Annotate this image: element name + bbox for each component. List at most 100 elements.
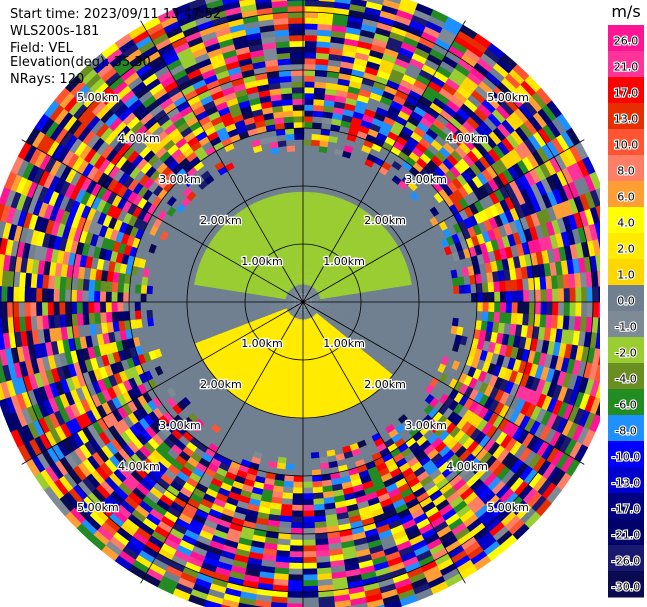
range-gate [483,194,496,209]
range-gate [447,286,455,296]
range-gate [316,45,332,55]
range-gate [426,106,442,120]
range-gate [303,0,321,1]
range-gate [433,69,451,85]
range-gate [447,309,455,319]
range-gate [452,111,469,127]
range-gate [514,190,528,207]
range-gate [354,292,362,297]
range-gate [306,260,310,268]
range-gate [303,10,321,19]
range-gate [373,111,388,123]
range-gate [396,8,416,22]
range-gate [497,81,515,99]
range-gate [348,293,357,298]
range-gate [494,291,502,304]
range-gate [363,138,376,149]
range-gate [452,309,461,320]
range-gate [315,238,321,247]
range-gate [309,255,314,263]
range-gate [546,140,562,159]
range-gate [315,284,322,291]
range-gate [463,217,475,231]
range-gate [442,103,459,119]
range-gate [540,222,552,240]
range-gate [445,16,466,32]
range-gate [323,286,330,292]
range-gate [307,266,311,274]
range-gate [383,306,392,312]
range-gate [395,302,403,308]
range-gate [432,118,448,132]
range-gate [476,171,490,187]
range-gate [308,302,316,305]
range-gate [389,306,397,313]
range-gate [438,86,456,102]
range-gate [314,275,320,283]
range-gate [509,193,522,210]
range-gate [473,199,486,214]
range-gate [315,285,323,292]
range-gate [411,51,429,66]
range-gate [503,96,521,114]
range-gate [305,283,308,291]
range-gate [309,173,318,181]
range-gate [541,208,553,225]
range-gate [557,302,566,318]
range-gate [360,22,379,34]
range-gate [419,116,435,130]
range-gate [509,147,524,165]
range-gate [578,176,592,196]
range-gate [413,295,421,303]
range-gate [551,137,567,156]
range-gate [423,111,438,125]
range-gate [336,309,344,314]
range-gate [311,138,322,147]
range-gate [463,205,476,219]
range-gate [325,305,333,309]
range-gate [495,104,513,122]
range-gate [452,222,464,235]
range-gate [589,171,600,192]
range-gate [381,52,399,65]
range-gate [392,62,409,75]
range-gate [313,293,321,298]
range-gate [523,290,531,304]
range-gate [406,24,426,38]
range-gate [468,202,481,217]
range-gate [562,199,576,218]
range-gate [423,281,432,291]
range-gate [313,197,321,205]
range-gate [435,113,451,128]
range-gate [556,113,573,134]
range-gate [478,80,496,97]
range-gate [528,289,537,304]
range-gate [452,285,461,296]
range-gate [395,306,403,314]
range-gate [449,116,465,131]
range-gate [389,302,397,308]
range-gate [567,213,580,232]
range-gate [476,302,484,313]
range-gate [311,289,318,295]
range-gate [514,107,531,125]
range-gate [392,94,408,107]
range-gate [574,141,590,162]
range-gate [304,283,307,291]
range-gate [568,273,577,290]
range-gate [516,278,525,293]
range-gate [337,305,345,309]
range-gate [456,230,467,243]
range-gate [592,302,600,320]
range-gate [517,302,525,316]
range-gate [378,126,392,138]
range-gate [346,282,354,288]
range-gate [389,292,397,299]
range-gate [306,225,312,233]
range-gate [424,295,432,303]
range-gate [470,89,488,105]
range-gate [436,302,444,311]
range-gate [557,288,566,304]
range-gate [420,30,440,45]
range-gate [424,288,432,297]
